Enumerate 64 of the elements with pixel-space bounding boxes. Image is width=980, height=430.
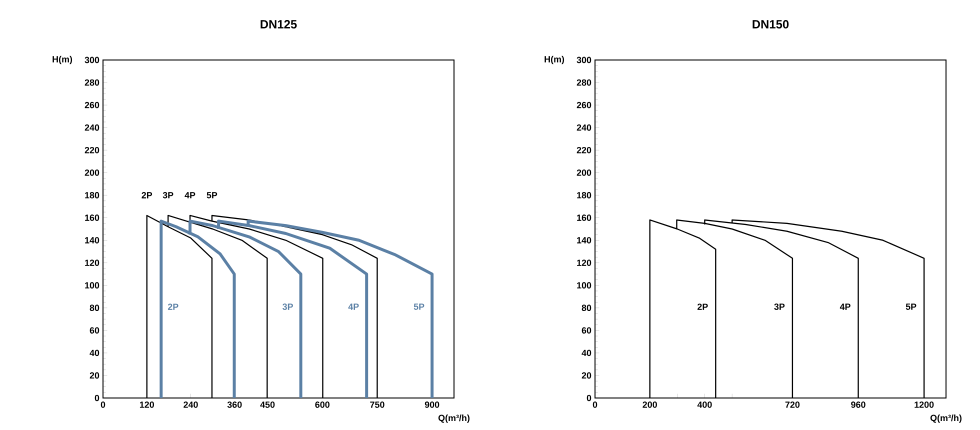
y-tick-label: 280: [576, 79, 592, 86]
y-tick-label: 240: [576, 124, 592, 131]
y-axis-title: H(m): [52, 56, 72, 64]
y-axis-title: H(m): [544, 56, 564, 64]
x-tick-label: 360: [227, 402, 242, 408]
y-tick-label: 80: [90, 304, 100, 312]
x-tick-label: 1200: [914, 402, 934, 408]
x-axis-title: Q(m³/h): [930, 414, 962, 423]
x-tick-label: 960: [851, 402, 866, 408]
series-label: 4P: [348, 304, 359, 310]
series-label: 3P: [162, 192, 174, 198]
y-tick-label: 180: [85, 192, 100, 198]
y-tick-label: 20: [582, 372, 592, 379]
x-tick-label: 120: [140, 402, 154, 408]
x-axis-title: Q(m³/h): [438, 414, 470, 423]
y-tick-label: 260: [84, 102, 100, 108]
x-tick-label: 600: [315, 402, 330, 408]
x-tick-label: 900: [424, 402, 440, 408]
y-tick-label: 260: [576, 102, 592, 108]
y-tick-label: 60: [582, 327, 592, 334]
x-tick-label: 720: [785, 402, 800, 408]
y-tick-label: 280: [84, 79, 100, 86]
series-label: 4P: [840, 304, 850, 310]
x-tick-label: 450: [260, 402, 275, 408]
y-tick-label: 160: [85, 214, 100, 221]
x-tick-label: 240: [184, 402, 198, 408]
series-label: 2P: [142, 192, 152, 198]
series-label: 3P: [282, 304, 293, 310]
y-tick-label: 80: [582, 304, 592, 312]
y-tick-label: 100: [577, 282, 592, 289]
series-label: 5P: [206, 192, 218, 198]
y-tick-label: 300: [576, 56, 592, 64]
series-label: 5P: [414, 304, 424, 310]
chart-title: DN150: [752, 20, 789, 28]
y-tick-label: 20: [90, 372, 100, 379]
y-tick-label: 300: [84, 56, 100, 64]
x-tick-label: 0: [100, 402, 106, 408]
chart-title: DN125: [260, 20, 297, 28]
y-tick-label: 40: [582, 350, 592, 356]
y-tick-label: 240: [84, 124, 100, 131]
y-tick-label: 60: [90, 327, 100, 334]
x-tick-label: 0: [592, 402, 598, 408]
y-tick-label: 120: [577, 260, 592, 266]
series-label: 2P: [697, 304, 708, 310]
x-tick-label: 750: [370, 402, 384, 408]
y-tick-label: 0: [94, 394, 100, 402]
series-label: 2P: [168, 304, 178, 310]
y-tick-label: 120: [85, 260, 100, 266]
series-label: 5P: [906, 304, 916, 310]
text: 4P: [184, 192, 196, 198]
series-label: 3P: [774, 304, 785, 310]
y-tick-label: 40: [90, 350, 100, 356]
y-tick-label: 0: [586, 394, 592, 402]
y-tick-label: 200: [84, 169, 100, 176]
y-tick-label: 160: [577, 214, 592, 221]
y-tick-label: 140: [85, 237, 100, 244]
y-tick-label: 200: [576, 169, 592, 176]
y-tick-label: 180: [577, 192, 592, 198]
y-tick-label: 140: [577, 237, 592, 244]
y-tick-label: 220: [84, 146, 100, 154]
y-tick-label: 100: [85, 282, 100, 289]
x-tick-label: 200: [642, 402, 657, 408]
x-tick-label: 400: [697, 402, 712, 408]
y-tick-label: 220: [576, 146, 592, 154]
